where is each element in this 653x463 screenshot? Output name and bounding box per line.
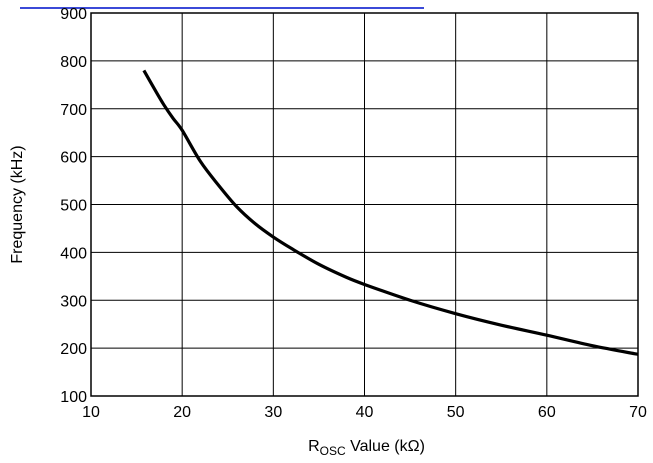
x-tick-label: 30 [264,404,282,421]
x-axis-label-rest: Value (kΩ) [346,438,425,455]
x-tick-label: 50 [447,404,465,421]
y-tick-label: 500 [60,198,87,215]
y-tick-labels: 100 200 300 400 500 600 700 800 900 [60,6,87,406]
chart-grid [90,12,639,397]
x-tick-labels: 10 20 30 40 50 60 70 [82,404,647,421]
y-axis-label: Frequency (kHz) [9,145,26,263]
y-tick-label: 800 [60,54,87,71]
y-tick-label: 100 [60,389,87,406]
y-tick-label: 200 [60,341,87,358]
y-tick-label: 400 [60,245,87,262]
y-tick-label: 700 [60,102,87,119]
plot-frame [90,12,639,397]
x-tick-label: 70 [629,404,647,421]
top-rule [20,7,424,9]
x-tick-label: 40 [356,404,374,421]
x-tick-label: 20 [173,404,191,421]
x-tick-label: 10 [82,404,100,421]
frequency-curve [142,69,639,356]
y-tick-label: 900 [60,6,87,23]
x-axis-label: ROSC Value (kΩ) [308,438,425,458]
x-axis-label-subscript: OSC [320,444,346,458]
y-tick-label: 300 [60,293,87,310]
x-tick-label: 60 [538,404,556,421]
y-tick-label: 600 [60,150,87,167]
x-axis-label-main: R [308,438,320,455]
